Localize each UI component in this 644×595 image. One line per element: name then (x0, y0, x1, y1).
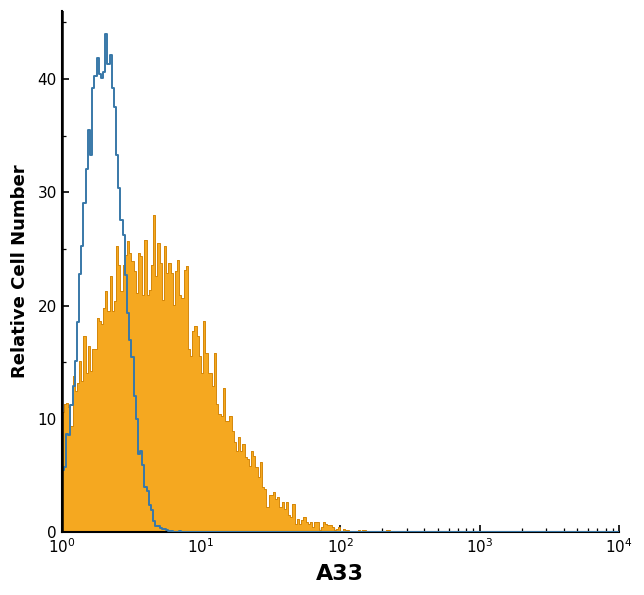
Polygon shape (62, 215, 619, 532)
Y-axis label: Relative Cell Number: Relative Cell Number (11, 165, 29, 378)
X-axis label: A33: A33 (316, 564, 365, 584)
